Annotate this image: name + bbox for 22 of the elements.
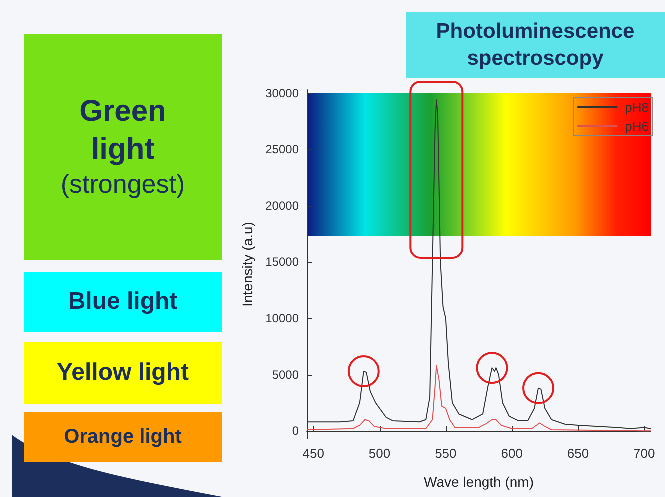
text: Green light (strongest) bbox=[60, 94, 186, 201]
chart-title: Photoluminescence spectroscopy bbox=[435, 18, 636, 72]
text: Blue light bbox=[68, 287, 178, 317]
y-tick-label: 25000 bbox=[266, 142, 300, 157]
legend-label: pH6 bbox=[625, 119, 650, 134]
y-tick-label: 10000 bbox=[266, 312, 300, 326]
y-tick-label: 30000 bbox=[266, 86, 300, 100]
x-tick-label: 600 bbox=[501, 446, 523, 461]
x-tick-label: 650 bbox=[567, 446, 590, 461]
y-tick-label: 20000 bbox=[266, 198, 300, 213]
y-tick-label: 0 bbox=[292, 424, 300, 438]
legend-label: pH8 bbox=[625, 100, 650, 115]
x-axis-title: Wave length (nm) bbox=[424, 474, 534, 490]
x-tick-label: 700 bbox=[634, 446, 656, 461]
x-tick-label: 500 bbox=[368, 446, 391, 461]
text: Yellow light bbox=[56, 358, 189, 388]
y-tick-label: 15000 bbox=[266, 255, 300, 270]
x-tick-label: 450 bbox=[302, 446, 324, 461]
x-tick-label: 550 bbox=[435, 446, 457, 461]
y-axis-title: Intensity (a.u) bbox=[240, 222, 256, 307]
y-tick-label: 5000 bbox=[272, 368, 300, 382]
text: Orange light bbox=[64, 424, 182, 450]
